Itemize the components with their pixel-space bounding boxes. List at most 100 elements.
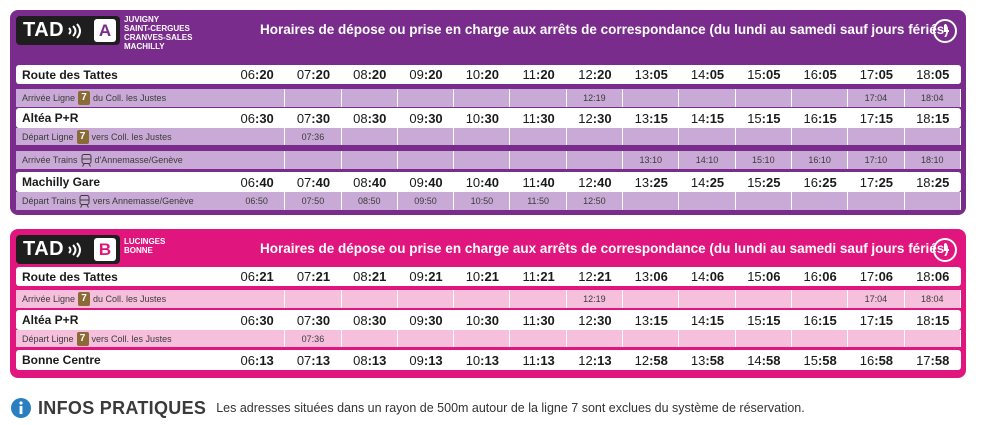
time-minute: :20 xyxy=(535,67,555,82)
time-cell xyxy=(679,192,736,210)
time-minute: :20 xyxy=(254,67,274,82)
time-cell: 06:50 xyxy=(229,192,286,210)
time-minute: :58 xyxy=(817,352,837,368)
time-hour: 06 xyxy=(240,67,255,82)
time-cell: 18:05 xyxy=(905,65,961,84)
panel-title: Horaires de dépose ou prise en charge au… xyxy=(260,22,949,37)
time-cell xyxy=(454,330,511,347)
time-cell xyxy=(623,330,680,347)
time-cell: 18:06 xyxy=(905,267,961,286)
time-hour: 07 xyxy=(296,174,312,190)
time-cell: 14:10 xyxy=(679,151,736,169)
time-minute: :15 xyxy=(649,110,668,126)
time-minute: :58 xyxy=(930,352,950,368)
time-minute: :30 xyxy=(423,312,443,328)
time-cell xyxy=(848,330,905,347)
time-cell xyxy=(848,128,905,145)
time-minute: :25 xyxy=(761,174,781,190)
time-cell: 18:15 xyxy=(905,108,961,128)
time-cell xyxy=(905,330,961,347)
time-cell xyxy=(792,128,849,145)
time-minute: :20 xyxy=(480,67,499,82)
time-hour: 18 xyxy=(916,110,931,126)
time-minute: :21 xyxy=(254,269,274,284)
time-cell xyxy=(623,290,680,308)
time-cell: 09:30 xyxy=(398,310,454,330)
connection-post: du Coll. les Justes xyxy=(93,93,167,103)
time-cell: 11:30 xyxy=(510,310,566,330)
time-minute: :06 xyxy=(705,269,725,284)
line-7-badge: 7 xyxy=(78,292,91,306)
time-cell xyxy=(567,128,624,145)
time-cell: 10:30 xyxy=(454,310,510,330)
time-minute: :15 xyxy=(705,312,725,328)
time-cell: 16:25 xyxy=(792,172,848,192)
time-cell: 15:58 xyxy=(792,350,848,370)
time-hour: 09 xyxy=(409,174,424,190)
time-cell xyxy=(792,330,849,347)
time-hour: 08 xyxy=(353,352,368,368)
time-cell xyxy=(905,128,961,145)
time-cell: 12:30 xyxy=(567,108,623,128)
time-cell xyxy=(792,290,849,308)
time-hour: 07 xyxy=(296,269,312,284)
tad-logo: TAD A xyxy=(16,16,120,45)
time-cell: 08:13 xyxy=(342,350,398,370)
time-cell: 15:15 xyxy=(736,108,792,128)
time-cell: 11:30 xyxy=(510,108,566,128)
time-cell: 07:36 xyxy=(285,128,342,145)
zone-letter: B xyxy=(94,238,116,261)
time-cell: 13:58 xyxy=(679,350,735,370)
time-hour: 10 xyxy=(465,110,481,126)
time-cell xyxy=(623,192,680,210)
time-cell: 14:58 xyxy=(736,350,792,370)
time-cell: 12:19 xyxy=(567,290,624,308)
time-hour: 14 xyxy=(690,67,706,82)
signal-icon xyxy=(68,241,82,258)
time-cell: 07:50 xyxy=(285,192,342,210)
communes-list: JUVIGNY SAINT-CERGUES CRANVES-SALES MACH… xyxy=(124,15,192,51)
time-hour: 15 xyxy=(747,312,762,328)
time-cell: 07:20 xyxy=(285,65,341,84)
time-cell: 12:40 xyxy=(567,172,623,192)
time-minute: :15 xyxy=(705,110,725,126)
connection-label: Départ Ligne 7 vers Coll. les Justes xyxy=(16,331,229,346)
time-minute: :58 xyxy=(705,352,725,368)
time-cell: 06:30 xyxy=(229,310,285,330)
time-cell xyxy=(510,151,567,169)
time-hour: 12 xyxy=(578,67,593,82)
time-hour: 16 xyxy=(859,352,875,368)
time-minute: :15 xyxy=(761,110,781,126)
time-cell: 06:13 xyxy=(229,350,285,370)
time-cell: 12:50 xyxy=(567,192,624,210)
time-cell: 07:36 xyxy=(285,330,342,347)
time-minute: :15 xyxy=(874,312,894,328)
time-cell: 10:50 xyxy=(454,192,511,210)
tad-logo: TAD B xyxy=(16,235,120,264)
time-cell: 09:50 xyxy=(398,192,455,210)
time-cell: 18:15 xyxy=(905,310,961,330)
time-cell xyxy=(342,290,398,308)
time-cell: 18:04 xyxy=(905,290,961,308)
time-hour: 09 xyxy=(409,67,424,82)
time-cell xyxy=(510,89,567,107)
time-minute: :15 xyxy=(817,110,837,126)
time-cell: 18:04 xyxy=(905,89,961,107)
train-icon xyxy=(79,194,90,208)
time-hour: 08 xyxy=(353,269,368,284)
time-minute: :13 xyxy=(311,352,331,368)
time-hour: 17 xyxy=(916,352,931,368)
time-cell xyxy=(285,290,342,308)
time-cell: 13:10 xyxy=(623,151,680,169)
time-minute: :05 xyxy=(761,67,781,82)
time-minute: :13 xyxy=(535,352,555,368)
time-cell: 17:10 xyxy=(848,151,905,169)
time-hour: 15 xyxy=(747,174,762,190)
time-hour: 08 xyxy=(353,174,368,190)
time-cell: 06:30 xyxy=(229,108,285,128)
time-minute: :15 xyxy=(930,110,950,126)
stop-name: Bonne Centre xyxy=(22,353,101,367)
time-hour: 17 xyxy=(859,110,875,126)
time-cell: 08:40 xyxy=(342,172,398,192)
time-minute: :40 xyxy=(535,174,555,190)
